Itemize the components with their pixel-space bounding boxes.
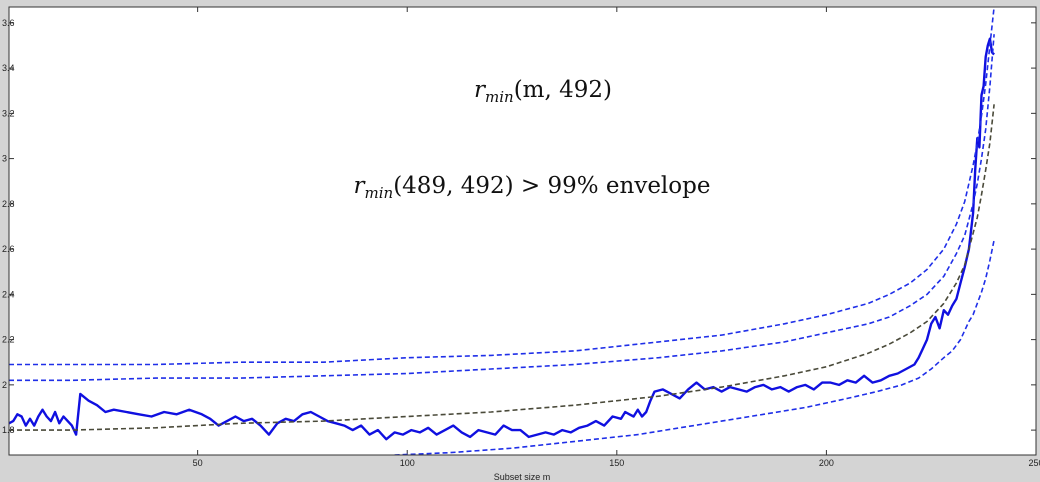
- plot-frame: [8, 6, 1037, 456]
- y-tick-label: 3.2: [2, 108, 15, 118]
- annotation-rmin-envelope: rmin(489, 492) > 99% envelope: [354, 173, 711, 202]
- y-tick-label: 2.6: [2, 244, 15, 254]
- y-tick-labels: 1.8 2 2.2 2.4 2.6 2.8 3 3.2 3.4 3.6: [2, 18, 15, 435]
- x-tick-label: 150: [609, 458, 624, 468]
- observed-curve: [9, 37, 995, 441]
- x-tick-label: 100: [400, 458, 415, 468]
- y-tick-label: 2: [2, 380, 7, 390]
- annotation-rmin-m: rmin(m, 492): [474, 77, 612, 106]
- y-tick-label: 2.2: [2, 335, 15, 345]
- x-tick-label: 250: [1028, 458, 1040, 468]
- y-tick-label: 3.6: [2, 18, 15, 28]
- y-tick-label: 2.4: [2, 289, 15, 299]
- x-tick-label: 200: [819, 458, 834, 468]
- median-curve: [9, 104, 995, 431]
- y-tick-label: 3: [2, 154, 7, 164]
- x-tick-label: 50: [193, 458, 203, 468]
- plot-area: [9, 7, 1036, 455]
- series-layer: [9, 7, 995, 455]
- x-axis-label: Subset size m: [494, 472, 551, 482]
- y-tick-label: 3.4: [2, 63, 15, 73]
- upper-envelope-outer: [9, 7, 995, 366]
- upper-envelope-inner: [9, 34, 995, 382]
- x-tick-labels: 50 100 150 200 250: [193, 458, 1040, 468]
- y-tick-label: 1.8: [2, 425, 15, 435]
- lower-envelope: [394, 239, 995, 455]
- y-tick-label: 2.8: [2, 199, 15, 209]
